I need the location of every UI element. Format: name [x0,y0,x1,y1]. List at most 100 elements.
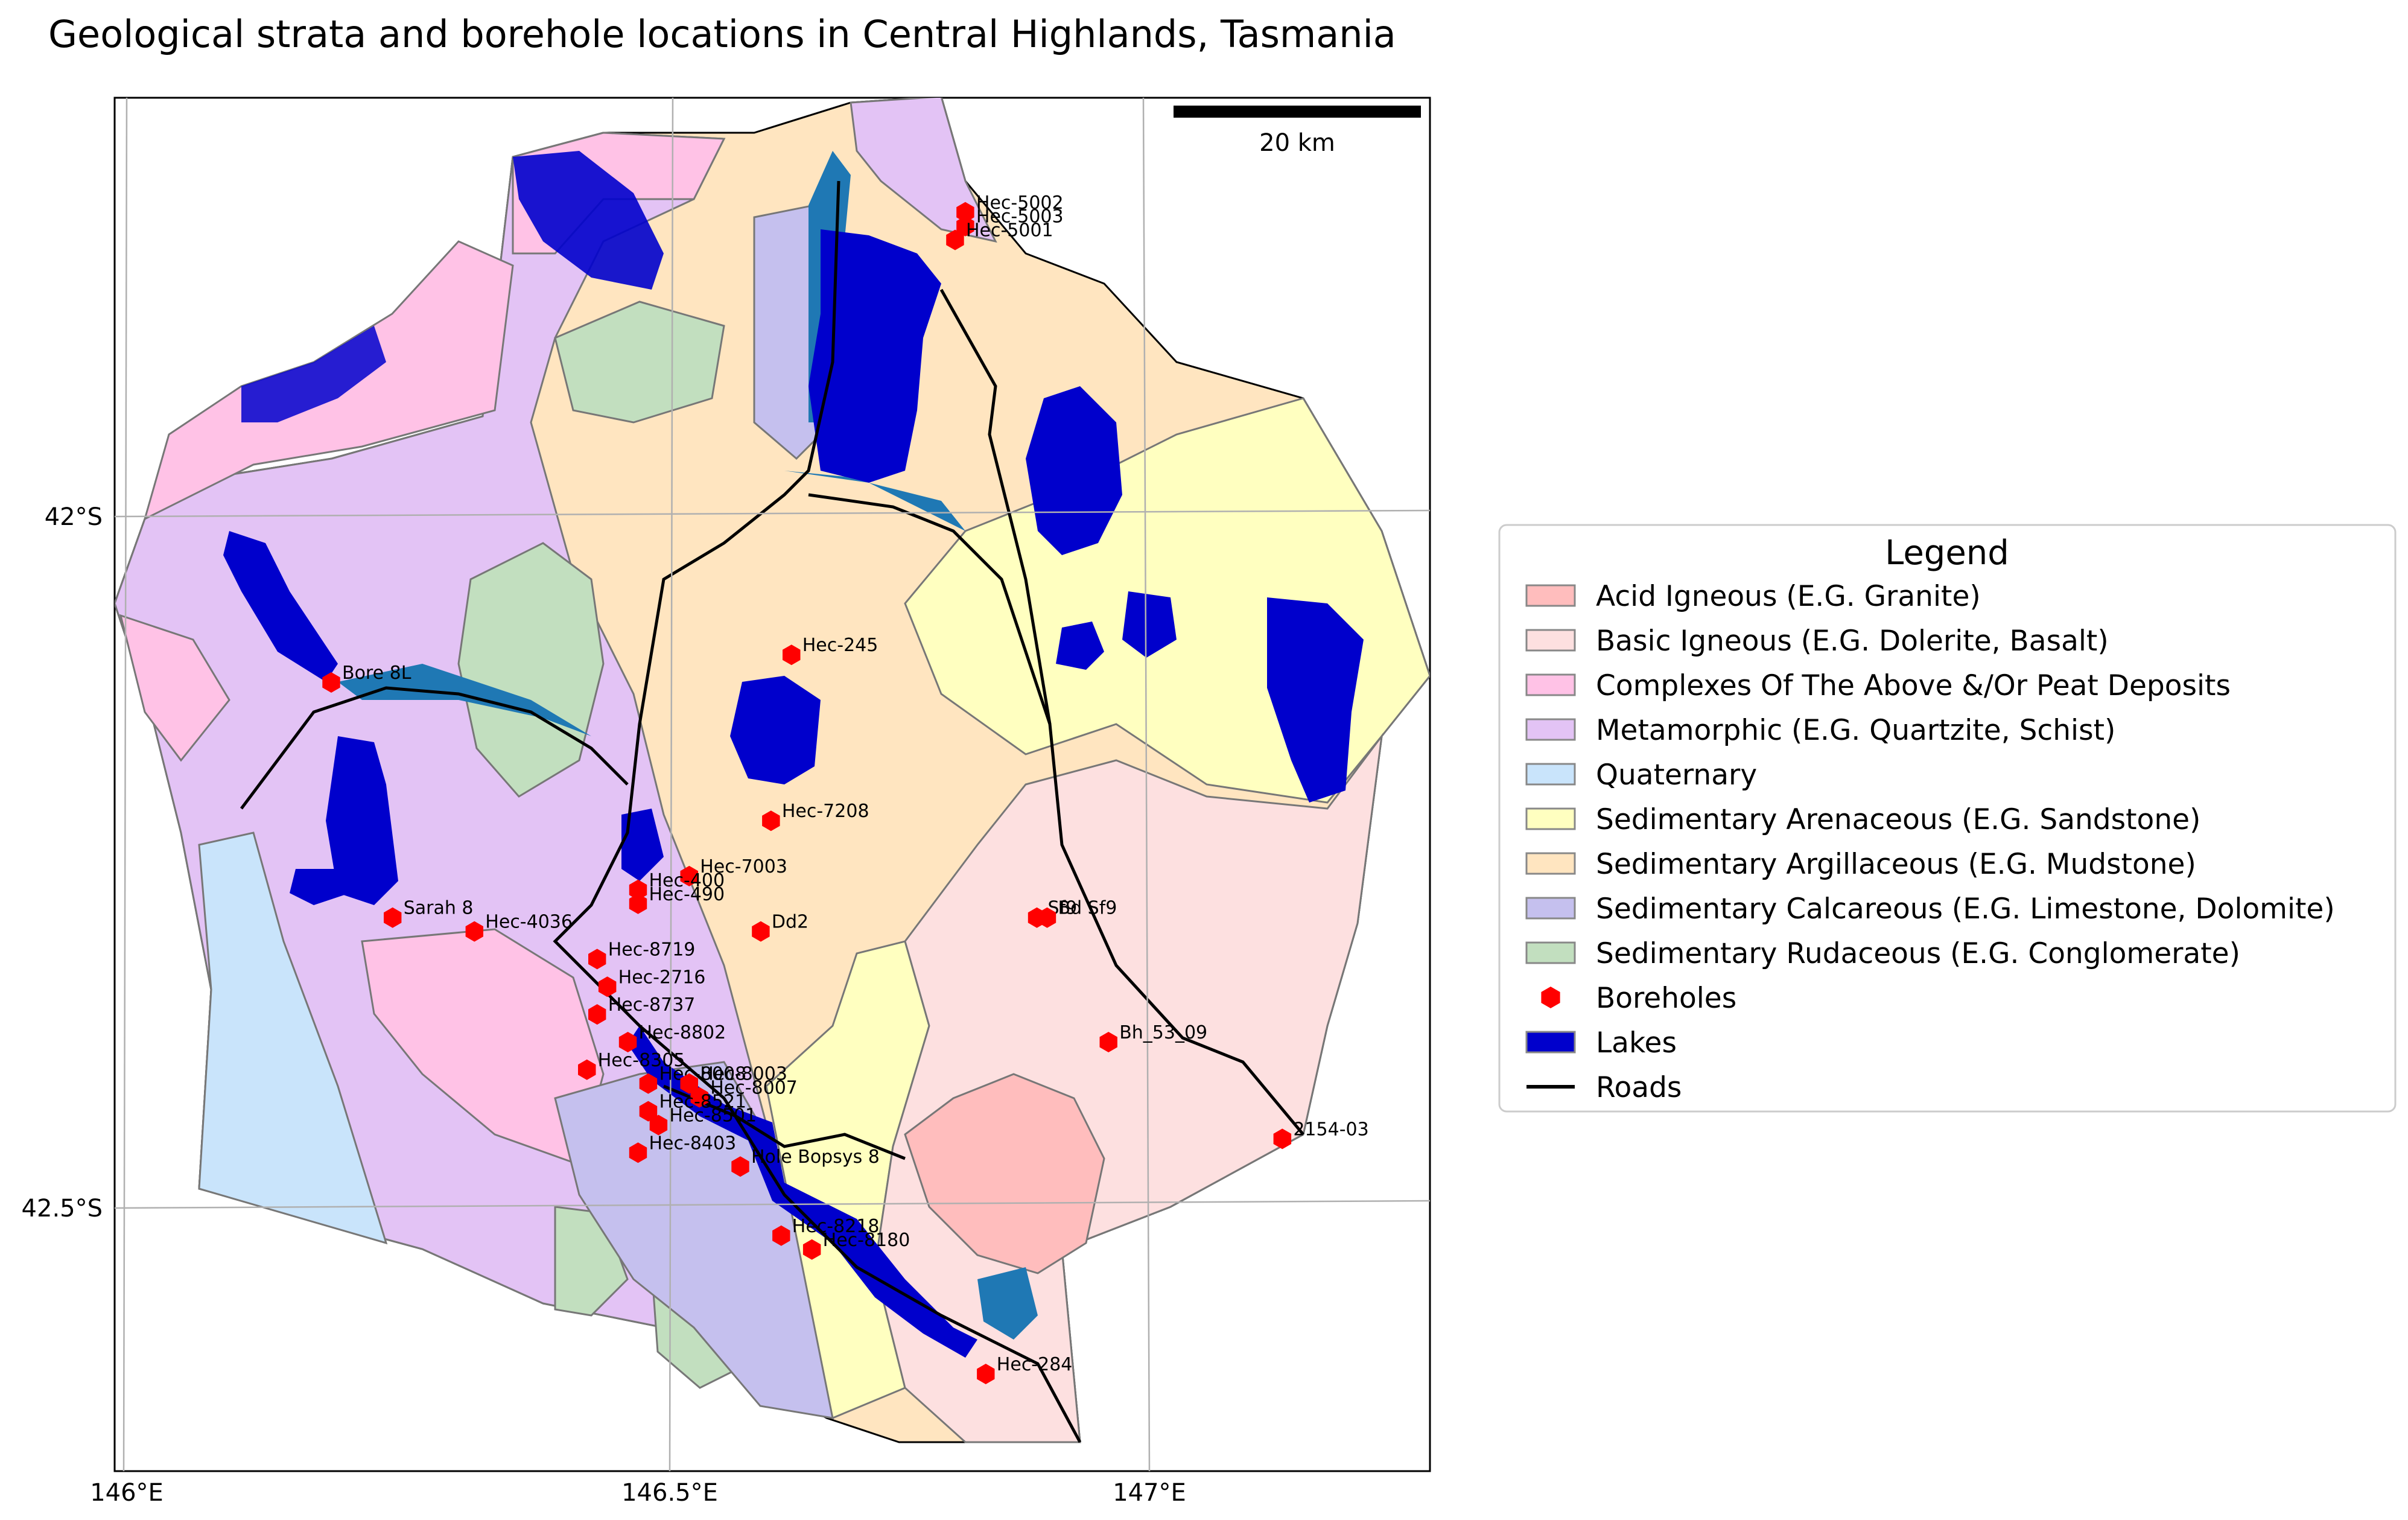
borehole-label: Hec-7003 [700,856,787,877]
x-tick-146-5: 146.5°E [621,1479,718,1507]
borehole-marker [752,921,770,942]
legend-label: Basic Igneous (E.G. Dolerite, Basalt) [1596,625,2109,658]
lake-east3 [1267,597,1364,803]
legend-swatch [1525,897,1576,920]
scale-bar-line [1174,106,1421,118]
borehole-marker [649,1115,668,1136]
unit-complexes-w [119,614,230,762]
legend: Legend Acid Igneous (E.G. Granite) Basic … [1498,524,2397,1113]
borehole-marker [802,1239,821,1260]
borehole-marker [629,1142,647,1163]
legend-label: Quaternary [1596,758,1757,792]
legend-swatch [1525,852,1576,875]
unit-quaternary [198,832,388,1245]
borehole-label: 2154-03 [1293,1119,1368,1140]
borehole-marker [762,810,780,832]
grid-line-lat-42-5 [115,1200,1430,1209]
unit-metamorphic-ne [850,98,997,243]
river-area-center [784,471,965,531]
grid-line-lon-146 [122,98,128,1471]
borehole-label: Dd2 [772,912,808,933]
borehole-marker [322,672,340,693]
legend-label: Acid Igneous (E.G. Granite) [1596,580,1981,613]
legend-label: Sedimentary Calcareous (E.G. Limestone, … [1596,892,2335,926]
borehole-label: Hec-8008 [659,1064,746,1085]
borehole-marker [598,976,617,997]
borehole-label: Bh_53_09 [1119,1022,1207,1043]
borehole-marker [629,893,647,914]
unit-rudaceous-north [554,301,725,424]
gridlines [115,98,1430,1471]
borehole-marker [1099,1032,1117,1052]
borehole-marker [956,215,974,237]
borehole-marker [690,1087,708,1108]
borehole-label: Hec-8501 [669,1105,757,1126]
borehole-label: Hec-2716 [618,967,706,988]
borehole-label: Hec-8802 [639,1022,726,1043]
legend-label: Sedimentary Argillaceous (E.G. Mudstone) [1596,848,2196,881]
borehole-label: Hec-7208 [782,801,869,822]
grid-line-lon-147 [1142,98,1151,1471]
borehole-label: Hec-8737 [608,994,696,1016]
borehole-marker [946,229,964,250]
lake-central [730,676,821,784]
borehole-label: Hec-8403 [649,1133,737,1154]
legend-label: Metamorphic (E.G. Quartzite, Schist) [1596,714,2115,747]
borehole-marker [639,1073,658,1094]
legend-swatch [1525,807,1576,830]
lake-east2 [1122,591,1177,658]
road-west [240,686,629,810]
legend-swatch [1525,941,1576,964]
borehole-marker [680,1073,698,1094]
road-centre-loop [808,493,1052,725]
borehole-label: Sarah 8 [404,898,474,919]
borehole-marker [680,865,698,886]
borehole-label: Hec-8003 [700,1064,787,1085]
legend-swatch [1525,1031,1576,1054]
lake-east1 [1056,622,1104,670]
legend-label: Lakes [1596,1026,1677,1060]
roads-layer [240,180,1304,1443]
legend-label: Boreholes [1596,982,1736,1015]
borehole-label: Hec-284 [997,1354,1073,1375]
legend-items: Acid Igneous (E.G. Granite) Basic Igneous… [1525,580,2335,1104]
lake-west-upper [241,326,386,422]
borehole-label: Hec-400 [649,870,725,891]
river-area-west [338,664,591,736]
legend-swatch [1525,763,1576,786]
legend-title: Legend [1885,533,2009,573]
lake-west-mid [326,736,398,905]
borehole-marker [977,1364,995,1384]
y-tick-42: 42°S [45,503,103,531]
river-area-south [977,1267,1038,1340]
borehole-label: Bore 8L [342,663,411,684]
borehole-label: Hec-8305 [598,1050,685,1071]
borehole-label: Hec-8521 [659,1092,746,1113]
borehole-marker [956,202,974,223]
map-title: Geological strata and borehole locations… [48,12,1396,56]
borehole-label: Hec-4036 [485,912,573,933]
borehole-marker [578,1059,596,1080]
borehole-label: Hec-8007 [710,1078,798,1099]
borehole-marker [731,1156,749,1177]
road-northeast [939,288,1304,1136]
legend-label: Sedimentary Arenaceous (E.G. Sandstone) [1596,803,2200,836]
legend-swatch [1525,718,1576,741]
scale-bar: 20 km [1174,106,1421,157]
lake-lagoon-center [621,809,664,881]
borehole-label: Hec-8719 [608,939,696,960]
legend-swatch [1525,629,1576,652]
borehole-label: Hec-245 [802,635,878,656]
borehole-label: Hec-8218 [792,1216,880,1237]
borehole-label: Hec-490 [649,884,725,905]
y-tick-42-5: 42.5°S [22,1195,103,1223]
lake-nw-cluster [513,151,664,290]
x-tick-147: 147°E [1113,1479,1186,1507]
borehole-label: Hec-8180 [823,1230,910,1251]
borehole-marker [618,1032,637,1052]
lake-west-chain [223,531,338,682]
borehole-label: Hole Bopsys 8 [751,1146,880,1168]
borehole-label: Hec-5003 [976,206,1064,227]
